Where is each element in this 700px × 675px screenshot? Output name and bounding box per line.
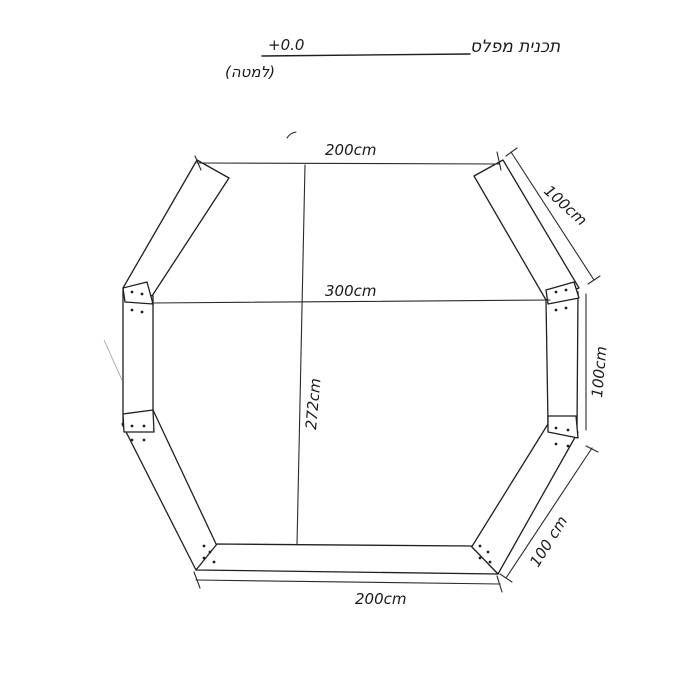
label-middle-width: 300cm bbox=[325, 282, 377, 300]
connector-right bbox=[547, 415, 579, 439]
beam-upper-left bbox=[122, 159, 230, 297]
label-lower-right-side: 100 cm bbox=[526, 513, 571, 570]
dim-line-bottom bbox=[195, 579, 501, 585]
dimension-lines bbox=[151, 147, 601, 593]
label-bottom-width: 200cm bbox=[355, 590, 407, 608]
dim-line-upper-right-side bbox=[510, 151, 595, 281]
plan-title: תכנית מפלס bbox=[470, 37, 560, 57]
level-label: +0.0 bbox=[268, 36, 304, 54]
dim-line-lower-right-side bbox=[505, 447, 593, 579]
dim-line-height bbox=[296, 164, 306, 546]
faint-guide-line bbox=[103, 339, 123, 381]
plan-subtitle: (למטה) bbox=[225, 63, 275, 81]
title-block: תכנית מפלס +0.0 (למטה) bbox=[225, 36, 560, 81]
beam-upper-right bbox=[473, 159, 580, 301]
beam-left bbox=[122, 289, 154, 425]
stray-mark bbox=[286, 131, 297, 139]
label-height: 272cm bbox=[302, 377, 324, 430]
connector-left bbox=[122, 409, 155, 433]
label-top-width: 200cm bbox=[325, 141, 377, 159]
label-upper-right-side: 100cm bbox=[540, 182, 590, 230]
label-right-side: 100cm bbox=[588, 345, 610, 398]
dim-line-top bbox=[196, 162, 501, 165]
dim-line-middle bbox=[151, 299, 551, 304]
octagon-frame bbox=[121, 159, 580, 575]
beam-right bbox=[545, 291, 579, 429]
beam-bottom bbox=[195, 543, 499, 575]
connector-upper-right bbox=[545, 281, 580, 305]
title-underline bbox=[261, 53, 471, 57]
corner-connectors bbox=[122, 281, 580, 564]
connector-upper-left bbox=[122, 281, 154, 305]
